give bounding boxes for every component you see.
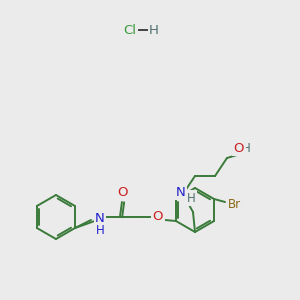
Text: Cl: Cl xyxy=(124,23,136,37)
Text: Br: Br xyxy=(227,197,241,211)
Text: H: H xyxy=(96,224,104,236)
Text: O: O xyxy=(234,142,244,154)
Text: N: N xyxy=(95,212,105,226)
Text: H: H xyxy=(149,23,159,37)
Text: H: H xyxy=(187,191,195,205)
Text: O: O xyxy=(118,187,128,200)
Text: O: O xyxy=(153,211,163,224)
Text: N: N xyxy=(176,185,186,199)
Text: H: H xyxy=(242,142,250,154)
